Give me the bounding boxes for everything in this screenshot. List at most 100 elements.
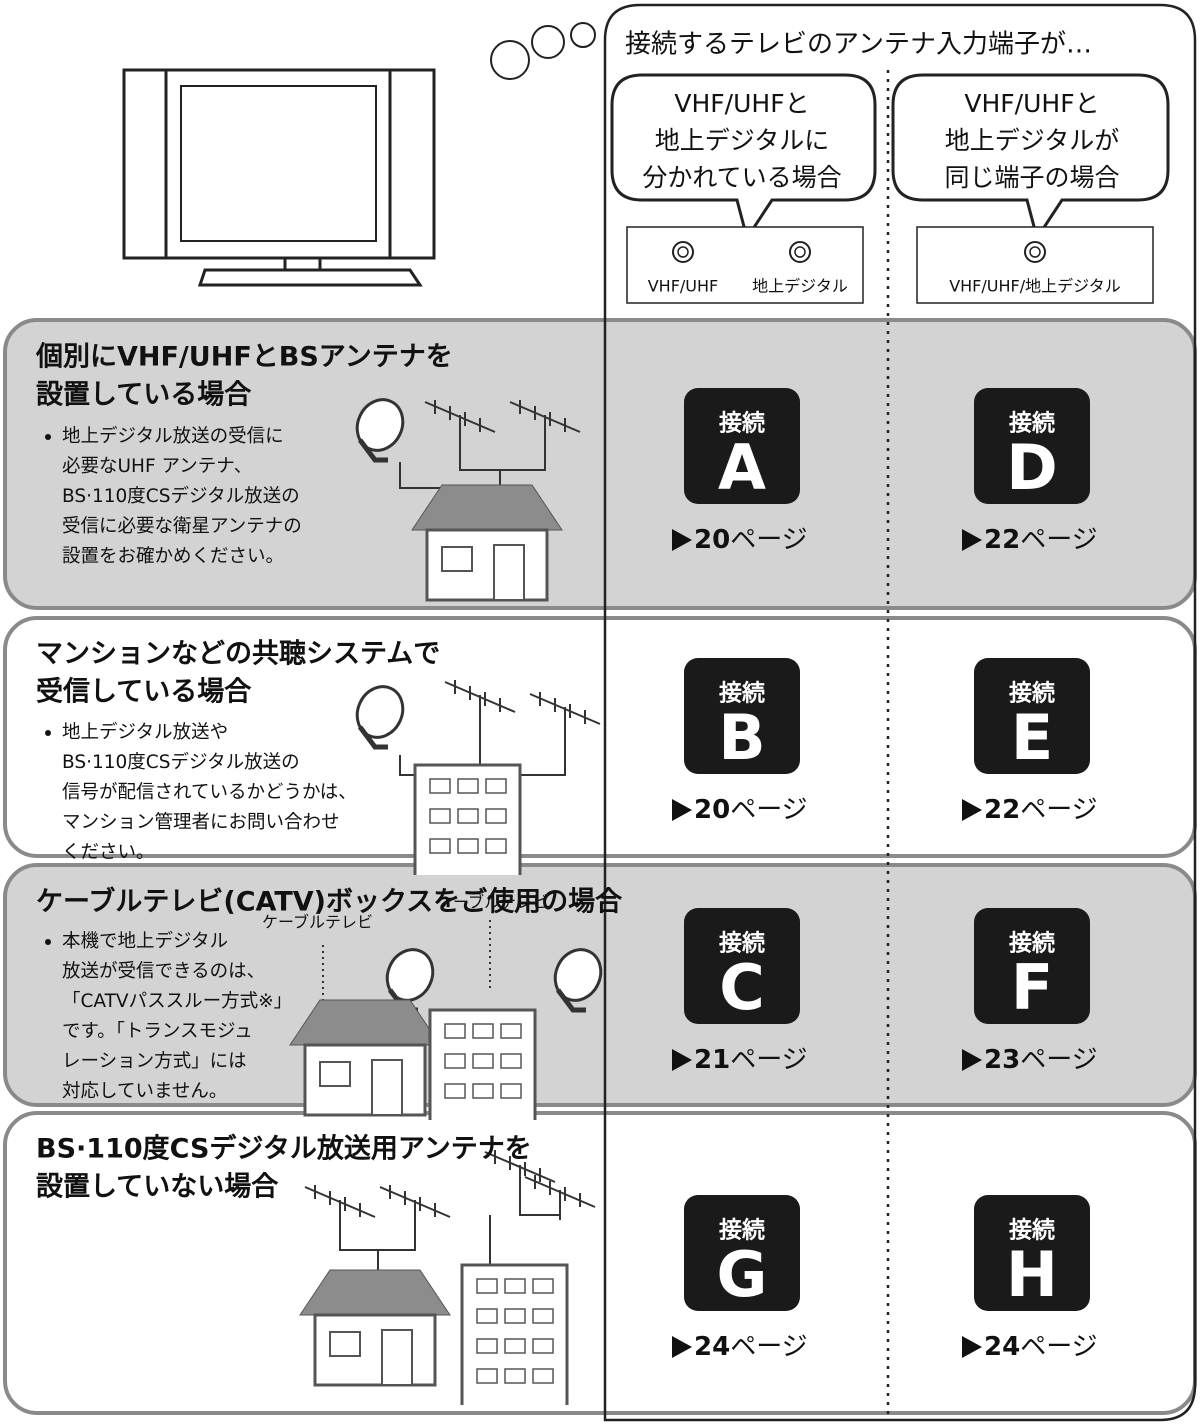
house-window [441, 546, 473, 572]
speech-bubble [891, 73, 1170, 242]
connection-letter: G [717, 1238, 768, 1311]
page-ref: 21ページ [694, 1045, 808, 1075]
antenna [379, 1185, 451, 1230]
house-door [371, 1059, 403, 1116]
row-title: 設置している場合 [36, 380, 252, 411]
connection-label: 接続 [1009, 930, 1055, 957]
terminal-panel [916, 226, 1154, 304]
building-window [476, 1308, 498, 1324]
connection-badge [684, 658, 800, 774]
connection-badge [684, 388, 800, 504]
page-suffix: ページ [730, 525, 807, 555]
house-door [381, 1329, 413, 1386]
antenna [509, 400, 581, 445]
connection-letter: C [719, 951, 765, 1024]
row-title: マンションなどの共聴システムで [36, 639, 440, 670]
connection-letter: D [1006, 431, 1057, 504]
tv-screen [180, 85, 377, 242]
bubble-text: 分かれている場合 [642, 163, 841, 192]
header-title: 接続するテレビのアンテナ入力端子が… [625, 30, 1092, 60]
bullet [45, 434, 51, 440]
row-note: BS·110度CSデジタル放送の [62, 752, 300, 773]
connection-label: 接続 [719, 680, 765, 707]
row-title: 個別にVHF/UHFとBSアンテナを [35, 342, 453, 373]
building-window [500, 1083, 522, 1099]
connection-label: 接続 [1009, 680, 1055, 707]
building-window [504, 1308, 526, 1324]
row-note: 信号が配信されているかどうかは、 [62, 782, 357, 803]
building-window [457, 778, 479, 794]
page-number: 22 [984, 795, 1020, 825]
page-suffix: ページ [1020, 525, 1097, 555]
row-note: レーション方式」には [62, 1051, 247, 1072]
antenna [484, 1150, 556, 1195]
dish-mount [358, 725, 388, 750]
building-window [485, 808, 507, 824]
house-window [329, 1331, 361, 1357]
terminal-label: 地上デジタル [752, 277, 848, 296]
building-window [476, 1368, 498, 1384]
connection-letter: A [718, 431, 766, 504]
row-note: です。「トランスモジュ [62, 1021, 253, 1042]
speech-bubble [610, 73, 877, 242]
terminal-label: VHF/UHF/地上デジタル [949, 277, 1121, 296]
bubble-text: 地上デジタルが [945, 126, 1120, 155]
page-arrow [672, 1049, 692, 1071]
building-window [429, 778, 451, 794]
row-note: マンション管理者にお問い合わせ [62, 812, 340, 833]
building-window [457, 838, 479, 854]
terminal-label: VHF/UHF [648, 277, 719, 296]
building-window [457, 808, 479, 824]
row-title: 設置していない場合 [36, 1172, 279, 1203]
bubble-text: VHF/UHFと [964, 89, 1099, 118]
connection-label: 接続 [719, 930, 765, 957]
page-ref: 20ページ [694, 525, 808, 555]
house-door [493, 544, 525, 601]
bubble-text: 地上デジタルに [655, 126, 830, 155]
building-window [504, 1338, 526, 1354]
row-note: 本機で地上デジタル [62, 931, 228, 952]
row-title: 受信している場合 [36, 676, 252, 708]
illustration-label: ケーブルテレビ [437, 893, 548, 912]
page-ref: 22ページ [984, 795, 1098, 825]
page-arrow [962, 1336, 982, 1358]
page-ref: 22ページ [984, 525, 1098, 555]
row-note: ください。 [62, 842, 155, 863]
page-suffix: ページ [730, 795, 807, 825]
page-arrow [962, 529, 982, 551]
connection-label: 接続 [1009, 410, 1055, 437]
dish-mount [358, 438, 388, 463]
connection-badge [974, 658, 1090, 774]
antenna [304, 1185, 376, 1230]
illustration-label: ケーブルテレビ [262, 913, 373, 932]
row-note: 「CATVパススルー方式※」 [62, 991, 292, 1012]
building-window [532, 1368, 554, 1384]
house-window [319, 1061, 351, 1087]
page-number: 20 [694, 525, 730, 555]
bubble-text: 同じ端子の場合 [944, 163, 1119, 192]
building-window [444, 1083, 466, 1099]
connection-letter: H [1006, 1238, 1058, 1311]
building-window [504, 1278, 526, 1294]
connection-label: 接続 [719, 1217, 765, 1244]
page-number: 22 [984, 525, 1020, 555]
building-window [504, 1368, 526, 1384]
page-arrow [672, 1336, 692, 1358]
page-arrow [962, 1049, 982, 1071]
building-window [500, 1053, 522, 1069]
building-window [476, 1338, 498, 1354]
row-note: 放送が受信できるのは、 [62, 961, 265, 982]
bullet [45, 730, 51, 736]
building-window [485, 778, 507, 794]
thought-circle [531, 25, 565, 59]
building-window [472, 1053, 494, 1069]
building-window [532, 1308, 554, 1324]
thought-circle [570, 22, 596, 48]
page-arrow [672, 529, 692, 551]
page-suffix: ページ [1020, 1332, 1097, 1362]
antenna [524, 1175, 596, 1220]
dish-mount [556, 988, 586, 1013]
row-note: 設置をお確かめください。 [62, 546, 284, 567]
building-window [476, 1278, 498, 1294]
connection-badge [974, 1195, 1090, 1311]
